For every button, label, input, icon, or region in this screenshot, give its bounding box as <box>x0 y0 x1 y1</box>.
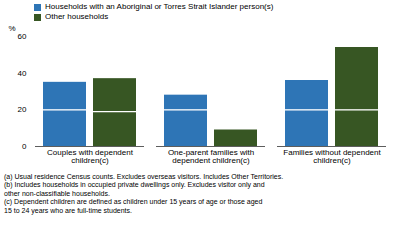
svg-text:0: 0 <box>22 142 27 151</box>
html-text:Other households: Other households <box>45 12 109 21</box>
svg-text:20: 20 <box>18 105 27 114</box>
html-text:(a) Usual residence Census cou: (a) Usual residence Census counts. Exclu… <box>4 173 284 214</box>
svg-text:40: 40 <box>18 69 27 78</box>
svg-text:%: % <box>9 24 16 33</box>
html-text:Households with an Aboriginal: Households with an Aboriginal or Torres … <box>45 2 274 11</box>
svg-text:60: 60 <box>18 32 27 41</box>
svg-text:Couples with dependentchildren: Couples with dependentchildren(c) <box>47 148 134 165</box>
svg-text:Families without dependentchil: Families without dependentchildren(c) <box>283 148 381 165</box>
svg-text:One-parent families withdepend: One-parent families withdependent childr… <box>168 148 254 165</box>
